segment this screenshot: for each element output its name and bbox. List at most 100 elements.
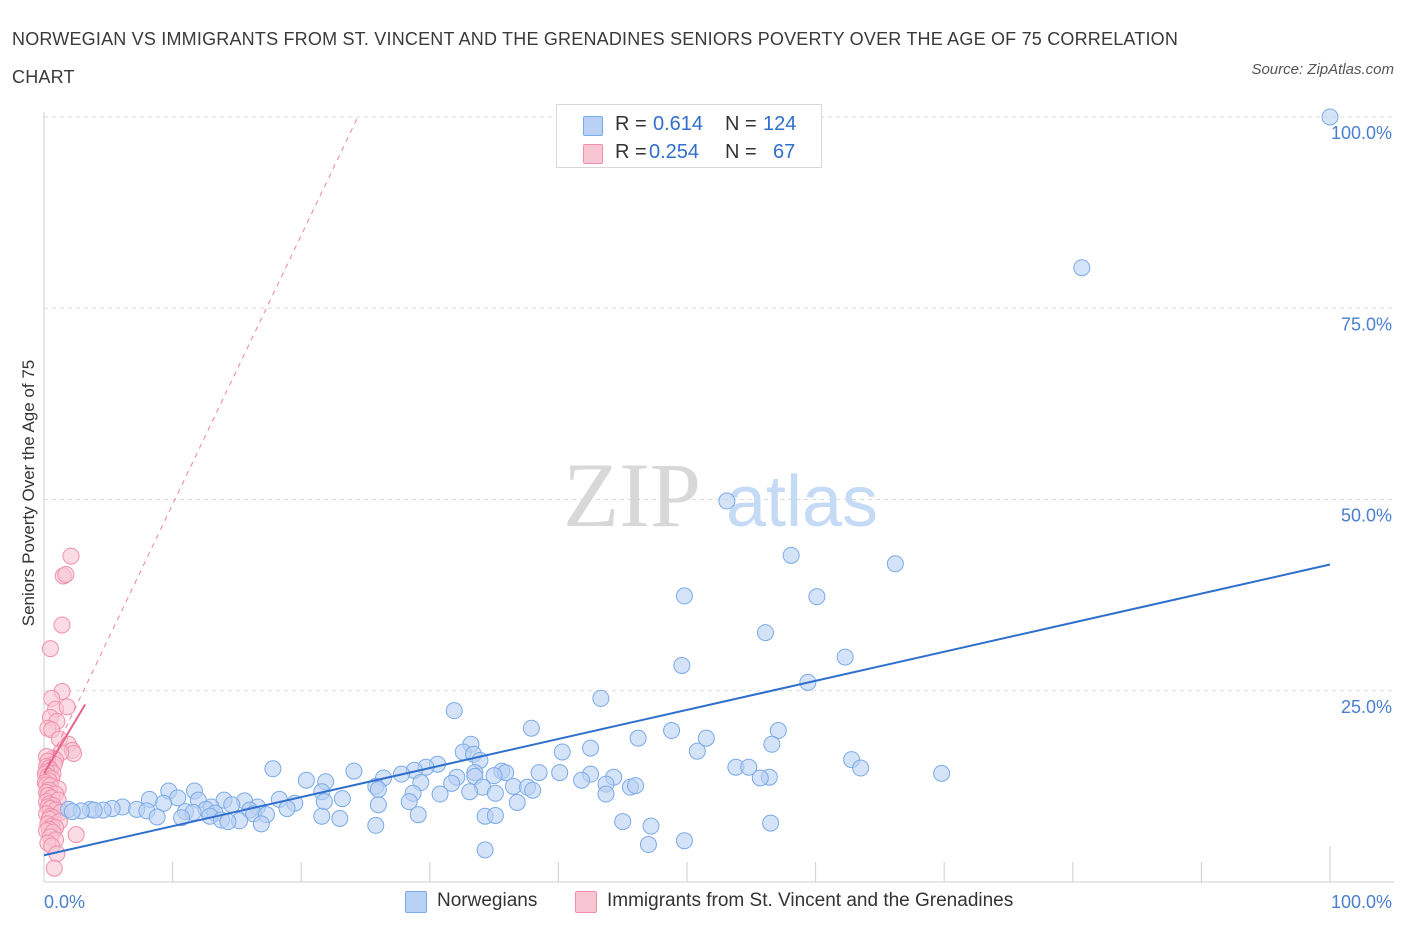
data-point bbox=[522, 719, 540, 737]
watermark-atlas: atlas bbox=[726, 462, 878, 542]
data-point bbox=[41, 640, 59, 658]
data-point bbox=[486, 784, 504, 802]
data-point bbox=[333, 790, 351, 808]
legend-label: Norwegians bbox=[437, 890, 538, 911]
data-point bbox=[252, 815, 270, 833]
data-point bbox=[642, 817, 660, 835]
data-point bbox=[223, 796, 241, 814]
data-point bbox=[264, 760, 282, 778]
data-point bbox=[297, 771, 315, 789]
data-point bbox=[53, 616, 71, 634]
data-point bbox=[45, 859, 63, 877]
data-point bbox=[445, 702, 463, 720]
data-point bbox=[808, 588, 826, 606]
blue-swatch bbox=[583, 116, 603, 136]
data-point bbox=[740, 758, 758, 776]
data-point bbox=[769, 722, 787, 740]
data-point bbox=[400, 793, 418, 811]
data-point bbox=[1073, 259, 1091, 277]
data-point bbox=[57, 565, 75, 583]
pink-swatch bbox=[575, 891, 597, 913]
data-point bbox=[933, 764, 951, 782]
data-point bbox=[782, 546, 800, 564]
data-point bbox=[639, 836, 657, 854]
r-label: R = bbox=[615, 113, 647, 135]
data-point bbox=[751, 769, 769, 787]
data-point bbox=[278, 800, 296, 818]
data-point bbox=[62, 547, 80, 565]
data-point bbox=[313, 807, 331, 825]
x-tick-label: 100.0% bbox=[1331, 892, 1392, 912]
data-point bbox=[530, 764, 548, 782]
data-point bbox=[629, 729, 647, 747]
data-point bbox=[675, 832, 693, 850]
n-label: N = bbox=[725, 141, 757, 163]
norwegians-trend-line bbox=[43, 563, 1331, 857]
data-point bbox=[1321, 108, 1339, 126]
data-point bbox=[673, 657, 691, 675]
trend-lines bbox=[43, 116, 1331, 857]
data-point bbox=[718, 492, 736, 510]
data-point bbox=[315, 793, 333, 811]
n-value: 124 bbox=[763, 113, 797, 135]
data-point bbox=[431, 785, 449, 803]
watermark: ZIP atlas bbox=[563, 444, 878, 546]
data-point bbox=[219, 813, 237, 831]
data-point bbox=[614, 813, 632, 831]
data-point bbox=[148, 808, 166, 826]
data-point bbox=[592, 689, 610, 707]
data-point bbox=[461, 783, 479, 801]
y-tick-label: 75.0% bbox=[1341, 314, 1392, 334]
data-point bbox=[409, 806, 427, 824]
grid-lines bbox=[44, 116, 1394, 692]
data-point bbox=[688, 742, 706, 760]
y-tick-label: 25.0% bbox=[1341, 697, 1392, 717]
immigrants-points bbox=[36, 547, 85, 877]
data-point bbox=[756, 624, 774, 642]
data-point bbox=[155, 794, 173, 812]
data-point bbox=[763, 735, 781, 753]
source-label: Source: ZipAtlas.com bbox=[1251, 61, 1394, 78]
axes bbox=[43, 112, 1394, 883]
data-point bbox=[573, 771, 591, 789]
data-point bbox=[663, 722, 681, 740]
pink-swatch bbox=[583, 144, 603, 164]
watermark-zip: ZIP bbox=[563, 444, 701, 546]
data-point bbox=[63, 803, 81, 821]
data-point bbox=[852, 759, 870, 777]
legend-label: Immigrants from St. Vincent and the Gren… bbox=[607, 890, 1014, 911]
n-value: 67 bbox=[773, 141, 796, 163]
data-point bbox=[486, 806, 504, 824]
immigrants-trend-line bbox=[43, 704, 87, 774]
data-point bbox=[627, 777, 645, 795]
x-tick-label: 0.0% bbox=[44, 892, 85, 912]
data-point bbox=[345, 762, 363, 780]
data-point bbox=[582, 739, 600, 757]
data-point bbox=[504, 777, 522, 795]
data-point bbox=[58, 698, 76, 716]
data-point bbox=[597, 785, 615, 803]
y-tick-label: 100.0% bbox=[1331, 123, 1392, 143]
r-label: R = bbox=[615, 141, 647, 163]
norwegians-points bbox=[59, 108, 1339, 859]
data-point bbox=[697, 729, 715, 747]
data-point bbox=[675, 587, 693, 605]
immigrants-trend-extension bbox=[43, 116, 359, 774]
tick-labels: 25.0% 50.0% 75.0% 100.0% 0.0% 100.0% bbox=[44, 123, 1392, 912]
r-value: 0.254 bbox=[649, 141, 700, 163]
correlation-legend: R = 0.614 N = 124 R = 0.254 N = 67 bbox=[556, 104, 822, 168]
data-point bbox=[485, 767, 503, 785]
chart-title: NORWEGIAN VS IMMIGRANTS FROM ST. VINCENT… bbox=[12, 29, 1179, 87]
data-point bbox=[67, 826, 85, 844]
y-axis-label: Seniors Poverty Over the Age of 75 bbox=[19, 360, 38, 626]
data-point bbox=[369, 796, 387, 814]
data-point bbox=[886, 555, 904, 573]
data-point bbox=[524, 781, 542, 799]
data-point bbox=[836, 648, 854, 666]
data-point bbox=[367, 816, 385, 834]
data-point bbox=[173, 809, 191, 827]
blue-swatch bbox=[405, 891, 427, 913]
y-tick-label: 50.0% bbox=[1341, 506, 1392, 526]
data-point bbox=[553, 743, 571, 761]
